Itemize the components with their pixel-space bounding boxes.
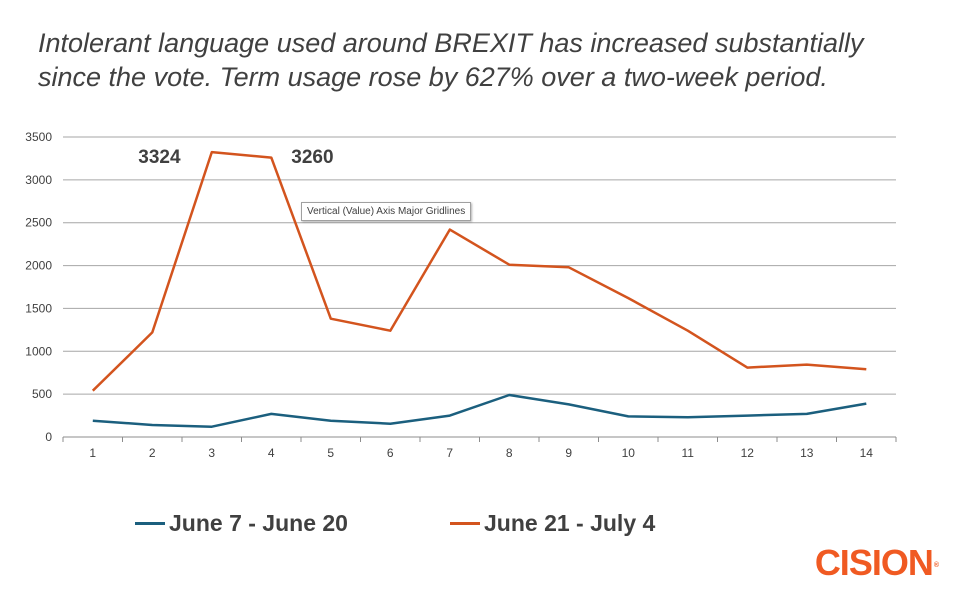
data-point-s1-4[interactable] [269,412,273,416]
y-tick-label-1000: 1000 [25,344,52,358]
data-point-s2-10[interactable] [626,296,630,300]
y-tick-label-3000: 3000 [25,173,52,187]
legend-swatch-series-2 [450,522,480,525]
legend: June 7 - June 20 June 21 - July 4 [0,510,956,540]
y-tick-label-1500: 1500 [25,301,52,315]
x-tick-label-4: 4 [268,446,275,460]
x-tick-label-6: 6 [387,446,394,460]
legend-label-series-2: June 21 - July 4 [484,510,656,536]
data-point-s2-1[interactable] [91,389,95,393]
legend-item-series-2[interactable]: June 21 - July 4 [450,510,655,537]
x-tick-label-7: 7 [446,446,453,460]
x-tick-label-1: 1 [89,446,96,460]
chart-title-line-2: since the vote. Term usage rose by 627% … [38,62,828,92]
cision-logo-text: CISION [814,542,934,583]
legend-swatch-series-1 [135,522,165,525]
chart-title: Intolerant language used around BREXIT h… [38,26,918,94]
series-line-1[interactable] [92,393,867,428]
annotation-peak-3: 3324 [138,147,181,168]
y-tick-label-2500: 2500 [25,216,52,230]
data-point-s2-4[interactable] [269,156,273,160]
data-point-s1-9[interactable] [567,402,571,406]
gridlines[interactable] [63,136,896,395]
data-point-s1-13[interactable] [805,412,809,416]
data-point-s2-3[interactable] [210,150,214,154]
data-point-s1-10[interactable] [626,414,630,418]
annotation-peak-4: 3260 [291,147,333,168]
data-point-s1-5[interactable] [329,419,333,423]
data-point-s1-14[interactable] [864,402,868,406]
x-tick-label-13: 13 [800,446,814,460]
x-tick-label-10: 10 [622,446,636,460]
data-point-s2-13[interactable] [805,363,809,367]
data-point-s2-5[interactable] [329,317,333,321]
x-tick-label-8: 8 [506,446,513,460]
registered-mark: ® [933,562,939,569]
data-point-s2-6[interactable] [388,329,392,333]
data-point-s1-1[interactable] [91,419,95,423]
y-tick-label-3500: 3500 [25,130,52,144]
y-axis-ticks: 0 500 1000 1500 2000 2500 3000 3500 [25,130,52,444]
cision-logo: CISION® [814,542,939,583]
x-tick-label-5: 5 [327,446,334,460]
x-tick-label-2: 2 [149,446,156,460]
x-tick-label-3: 3 [208,446,215,460]
x-tick-label-12: 12 [741,446,755,460]
x-tick-label-14: 14 [860,446,874,460]
chart-title-line-1: Intolerant language used around BREXIT h… [38,28,864,58]
legend-label-series-1: June 7 - June 20 [169,510,348,536]
data-point-s1-8[interactable] [507,393,511,397]
data-point-s2-2[interactable] [150,330,154,334]
data-point-s1-2[interactable] [150,423,154,427]
x-axis: 1 2 3 4 5 6 7 8 9 10 11 12 13 14 [62,436,897,460]
y-tick-label-500: 500 [32,387,52,401]
y-tick-label-0: 0 [45,430,52,444]
data-point-s1-7[interactable] [448,414,452,418]
x-tick-label-11: 11 [682,446,695,460]
y-tick-label-2000: 2000 [25,259,52,273]
data-point-s2-7[interactable] [448,228,452,232]
data-point-s2-12[interactable] [745,366,749,370]
data-point-s2-9[interactable] [567,265,571,269]
data-point-s1-6[interactable] [388,422,392,426]
series-line-2[interactable] [91,150,867,392]
data-point-s1-11[interactable] [686,415,690,419]
data-point-s2-8[interactable] [507,263,511,267]
x-tick-label-9: 9 [565,446,572,460]
data-point-s2-14[interactable] [864,367,868,371]
data-point-s1-3[interactable] [210,425,214,429]
series-lines [91,150,868,429]
legend-item-series-1[interactable]: June 7 - June 20 [135,510,348,537]
data-point-s1-12[interactable] [745,414,749,418]
gridlines-tooltip: Vertical (Value) Axis Major Gridlines [301,202,472,221]
data-point-s2-11[interactable] [686,329,690,333]
